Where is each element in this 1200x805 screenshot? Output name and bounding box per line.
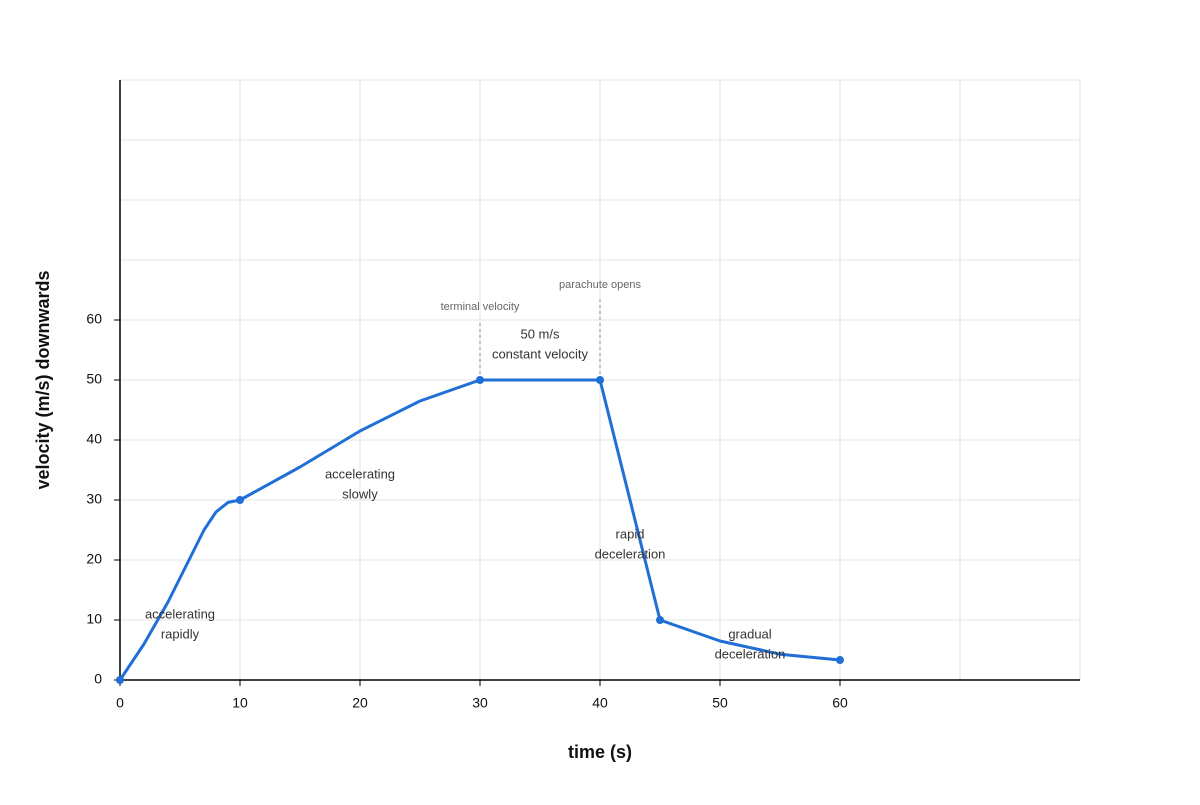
annotation: slowly bbox=[342, 486, 378, 501]
y-tick-label: 40 bbox=[86, 431, 102, 447]
point bbox=[236, 496, 244, 504]
annotation: accelerating bbox=[145, 606, 215, 621]
annotation: gradual bbox=[728, 626, 771, 641]
annotation: deceleration bbox=[595, 546, 666, 561]
x-axis-title: time (s) bbox=[568, 742, 632, 762]
point bbox=[116, 676, 124, 684]
annotation: constant velocity bbox=[492, 346, 589, 361]
annotation: rapid bbox=[616, 526, 645, 541]
y-tick-label: 60 bbox=[86, 311, 102, 327]
x-tick-label: 60 bbox=[832, 695, 848, 711]
y-tick-label: 0 bbox=[94, 671, 102, 687]
line bbox=[118, 378, 841, 681]
annotation: deceleration bbox=[715, 646, 786, 661]
x-tick-label: 50 bbox=[712, 695, 728, 711]
x-tick-label: 10 bbox=[232, 695, 248, 711]
point bbox=[656, 616, 664, 624]
point bbox=[836, 656, 844, 665]
annotation: 50 m/s bbox=[520, 326, 560, 341]
y-axis-title: velocity (m/s) downwards bbox=[33, 270, 53, 489]
x-tick-label: 40 bbox=[592, 695, 608, 711]
annotation: rapidly bbox=[161, 626, 200, 641]
point bbox=[596, 376, 604, 384]
y-tick-label: 30 bbox=[86, 491, 102, 507]
x-tick-label: 30 bbox=[472, 695, 488, 711]
y-tick-label: 10 bbox=[86, 611, 102, 627]
y-tick-label: 50 bbox=[86, 371, 102, 387]
point bbox=[476, 376, 484, 384]
x-tick-label: 20 bbox=[352, 695, 368, 711]
annotation: terminal velocity bbox=[441, 301, 520, 313]
x-tick-label: 0 bbox=[116, 695, 124, 711]
annotation: parachute opens bbox=[559, 279, 641, 291]
y-tick-label: 20 bbox=[86, 551, 102, 567]
annotation: accelerating bbox=[325, 466, 395, 481]
